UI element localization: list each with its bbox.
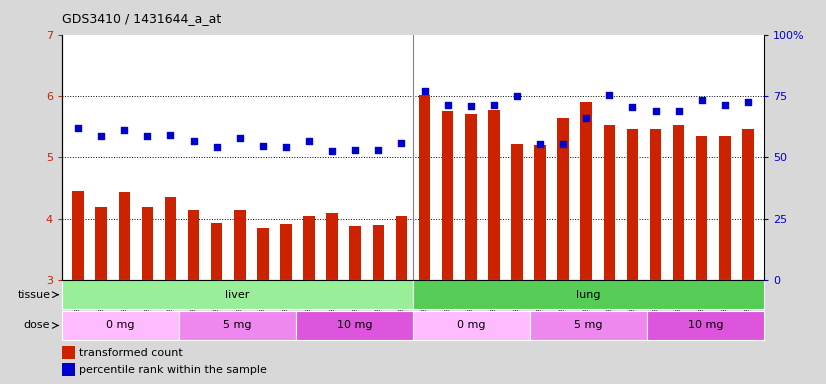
- Text: percentile rank within the sample: percentile rank within the sample: [78, 365, 267, 375]
- Bar: [234, 210, 245, 280]
- Point: [557, 141, 570, 147]
- Bar: [257, 228, 268, 280]
- Bar: [141, 207, 153, 280]
- Point: [672, 108, 686, 114]
- Text: 10 mg: 10 mg: [688, 320, 724, 331]
- Bar: [62, 311, 179, 340]
- Bar: [742, 129, 753, 280]
- Bar: [530, 311, 647, 340]
- Text: 5 mg: 5 mg: [574, 320, 603, 331]
- Point: [95, 133, 108, 139]
- Point: [302, 138, 316, 144]
- Text: liver: liver: [225, 290, 249, 300]
- Bar: [96, 207, 107, 280]
- Bar: [647, 311, 764, 340]
- Text: 0 mg: 0 mg: [107, 320, 135, 331]
- Bar: [604, 126, 615, 280]
- Bar: [296, 311, 413, 340]
- Point: [164, 132, 177, 138]
- Bar: [211, 223, 222, 280]
- Bar: [488, 109, 500, 280]
- Bar: [511, 144, 523, 280]
- Point: [72, 125, 85, 131]
- Point: [487, 102, 501, 108]
- Bar: [164, 197, 176, 280]
- Text: dose: dose: [24, 320, 50, 331]
- Point: [534, 141, 547, 147]
- Text: 5 mg: 5 mg: [223, 320, 252, 331]
- Bar: [413, 280, 764, 309]
- Bar: [62, 346, 74, 359]
- Point: [695, 97, 709, 103]
- Point: [464, 103, 477, 109]
- Point: [372, 147, 385, 153]
- Point: [279, 144, 292, 150]
- Point: [140, 133, 154, 139]
- Bar: [627, 129, 638, 280]
- Point: [349, 147, 362, 153]
- Bar: [280, 224, 292, 280]
- Bar: [373, 225, 384, 280]
- Point: [718, 102, 731, 108]
- Bar: [413, 311, 530, 340]
- Bar: [349, 226, 361, 280]
- Point: [117, 127, 131, 133]
- Point: [187, 138, 200, 144]
- Point: [395, 140, 408, 146]
- Bar: [62, 363, 74, 376]
- Bar: [581, 102, 592, 280]
- Bar: [650, 129, 662, 280]
- Point: [649, 108, 662, 114]
- Bar: [179, 311, 296, 340]
- Bar: [419, 95, 430, 280]
- Point: [510, 93, 524, 99]
- Bar: [534, 144, 546, 280]
- Bar: [696, 136, 707, 280]
- Point: [441, 102, 454, 108]
- Bar: [673, 126, 685, 280]
- Text: transformed count: transformed count: [78, 348, 183, 358]
- Bar: [442, 111, 453, 280]
- Point: [210, 144, 223, 150]
- Point: [418, 88, 431, 94]
- Point: [580, 114, 593, 121]
- Bar: [188, 210, 199, 280]
- Text: lung: lung: [577, 290, 601, 300]
- Bar: [73, 191, 84, 280]
- Point: [603, 92, 616, 98]
- Bar: [303, 216, 315, 280]
- Bar: [62, 280, 413, 309]
- Text: GDS3410 / 1431644_a_at: GDS3410 / 1431644_a_at: [62, 12, 221, 25]
- Bar: [119, 192, 130, 280]
- Point: [626, 104, 639, 110]
- Point: [256, 143, 269, 149]
- Text: tissue: tissue: [17, 290, 50, 300]
- Bar: [558, 118, 569, 280]
- Bar: [719, 136, 730, 280]
- Text: 0 mg: 0 mg: [458, 320, 486, 331]
- Point: [325, 148, 339, 154]
- Text: 10 mg: 10 mg: [337, 320, 373, 331]
- Bar: [326, 213, 338, 280]
- Point: [741, 99, 754, 105]
- Bar: [396, 216, 407, 280]
- Point: [233, 135, 246, 141]
- Bar: [465, 114, 477, 280]
